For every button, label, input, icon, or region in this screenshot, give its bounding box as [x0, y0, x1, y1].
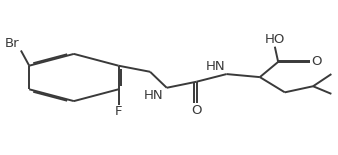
Text: HN: HN — [144, 89, 163, 102]
Text: O: O — [191, 104, 202, 117]
Text: Br: Br — [5, 37, 19, 50]
Text: F: F — [115, 105, 122, 118]
Text: HO: HO — [265, 33, 285, 46]
Text: O: O — [311, 55, 322, 68]
Text: HN: HN — [205, 60, 225, 73]
